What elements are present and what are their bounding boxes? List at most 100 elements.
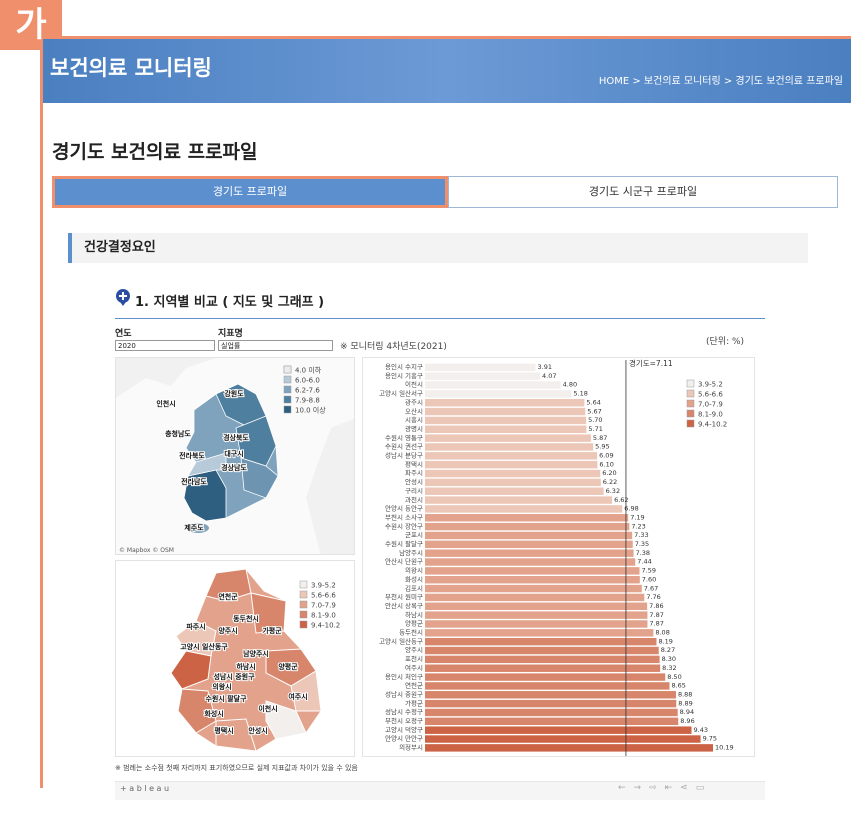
bar bbox=[425, 531, 633, 540]
bar bbox=[425, 655, 660, 664]
legend-label: 7.0-7.9 bbox=[698, 401, 723, 409]
tab[interactable]: 경기도 시군구 프로파일 bbox=[448, 176, 838, 208]
filter-label: 연도 bbox=[115, 329, 132, 339]
category-label: 수원시 권선구 bbox=[385, 442, 423, 451]
map-label: 의왕시 bbox=[212, 682, 231, 691]
category-label: 이천시 bbox=[405, 380, 423, 389]
map-label: 파주시 bbox=[186, 622, 205, 631]
value-label: 6.32 bbox=[606, 487, 620, 495]
footnote: ※ 범례는 소수점 첫째 자리까지 표기하였으므로 실제 지표값과 차이가 있을… bbox=[115, 764, 358, 772]
bar bbox=[425, 514, 629, 522]
tab[interactable]: 경기도 프로파일 bbox=[52, 176, 448, 208]
region bbox=[290, 670, 322, 712]
bar bbox=[425, 664, 661, 672]
value-label: 8.65 bbox=[671, 682, 685, 690]
value-label: 5.70 bbox=[588, 416, 602, 424]
value-label: 7.86 bbox=[649, 602, 663, 610]
region bbox=[175, 620, 217, 657]
breadcrumb[interactable]: HOME > 보건의료 모니터링 > 경기도 보건의료 프로파일 bbox=[598, 76, 843, 87]
map-label: 화성시 bbox=[204, 709, 223, 718]
map-label: 연천군 bbox=[218, 592, 238, 601]
category-label: 부천시 소사구 bbox=[385, 512, 423, 521]
value-label: 8.50 bbox=[667, 673, 681, 681]
value-label: 5.18 bbox=[573, 390, 587, 398]
category-label: 성남시 수정구 bbox=[385, 707, 423, 716]
map-label: 남양주시 bbox=[243, 649, 269, 658]
value-label: 5.71 bbox=[588, 425, 602, 433]
bar bbox=[425, 620, 648, 628]
legend-label: 3.9-5.2 bbox=[311, 582, 336, 590]
region bbox=[205, 568, 252, 602]
category-label: 오산시 bbox=[405, 406, 423, 415]
attribution: © Mapbox © OSM bbox=[119, 547, 174, 554]
map-label: 양주시 bbox=[218, 626, 237, 635]
category-label: 고양시 덕양구 bbox=[385, 725, 423, 734]
toolbar-icons[interactable]: ←→⇨⇤⋖▭ bbox=[618, 783, 713, 793]
value-label: 8.94 bbox=[680, 708, 694, 716]
category-label: 평택시 bbox=[405, 459, 423, 468]
category-label: 포천시 bbox=[405, 654, 423, 663]
category-label: 동두천시 bbox=[399, 628, 423, 637]
bar bbox=[425, 708, 678, 717]
bar bbox=[425, 611, 648, 619]
bar bbox=[425, 443, 594, 451]
category-label: 광주시 bbox=[405, 398, 423, 406]
legend-swatch bbox=[686, 409, 695, 418]
region bbox=[250, 592, 287, 634]
map-label: 고양시 일산동구 bbox=[180, 642, 228, 651]
bar bbox=[425, 363, 536, 372]
value-label: 6.62 bbox=[614, 496, 628, 504]
bar bbox=[425, 505, 623, 513]
map-label: 강원도 bbox=[224, 389, 244, 398]
value-label: 9.75 bbox=[703, 735, 717, 743]
category-label: 수원시 장안구 bbox=[385, 521, 423, 530]
bar bbox=[425, 646, 659, 655]
category-label: 성남시 분당구 bbox=[385, 451, 423, 460]
map-label: 대구시 bbox=[224, 449, 243, 458]
bar bbox=[425, 699, 677, 708]
legend-swatch bbox=[283, 395, 292, 404]
map-label: 하남시 bbox=[236, 662, 255, 671]
category-label: 안성시 bbox=[405, 477, 423, 486]
bar bbox=[425, 567, 640, 575]
value-label: 5.64 bbox=[586, 398, 600, 406]
category-label: 안양시 만안구 bbox=[385, 734, 423, 743]
category-label: 하남시 bbox=[405, 610, 423, 619]
value-label: 6.98 bbox=[624, 505, 638, 513]
bar bbox=[425, 735, 701, 743]
bar bbox=[425, 496, 613, 504]
bar bbox=[425, 593, 645, 602]
value-label: 7.38 bbox=[636, 549, 650, 557]
region bbox=[187, 523, 209, 533]
value-label: 8.19 bbox=[658, 637, 672, 645]
category-label: 안산시 상록구 bbox=[385, 601, 423, 610]
year-select[interactable]: 2020 bbox=[115, 340, 215, 351]
value-label: 7.35 bbox=[635, 540, 649, 548]
bar bbox=[425, 407, 586, 416]
map-label: 안성시 bbox=[248, 726, 267, 735]
legend-label: 7.0-7.9 bbox=[311, 602, 336, 610]
tableau-logo[interactable]: + a b l e a u bbox=[120, 784, 170, 793]
category-label: 가평군 bbox=[405, 698, 423, 707]
map-label: 충청남도 bbox=[165, 429, 191, 438]
category-label: 성남시 중원구 bbox=[385, 689, 423, 698]
value-label: 10.19 bbox=[715, 744, 734, 752]
value-label: 8.08 bbox=[655, 629, 669, 637]
bar bbox=[425, 673, 666, 681]
map-label: 경상북도 bbox=[223, 433, 249, 442]
bar bbox=[425, 381, 561, 389]
site-title[interactable]: 보건의료 모니터링 bbox=[50, 56, 212, 80]
legend-swatch bbox=[299, 600, 308, 609]
indicator-select[interactable]: 실업률 bbox=[218, 340, 333, 351]
value-label: 7.87 bbox=[649, 611, 663, 619]
unit: (단위: %) bbox=[706, 337, 745, 347]
reference-label: 경기도=7.11 bbox=[629, 358, 673, 368]
category-label: 의왕시 bbox=[405, 566, 423, 575]
region bbox=[265, 700, 307, 740]
category-label: 과천시 bbox=[405, 495, 423, 504]
legend-swatch bbox=[283, 365, 292, 374]
map-label: 경상남도 bbox=[221, 463, 247, 472]
value-label: 6.10 bbox=[599, 460, 613, 468]
bar bbox=[425, 682, 670, 690]
